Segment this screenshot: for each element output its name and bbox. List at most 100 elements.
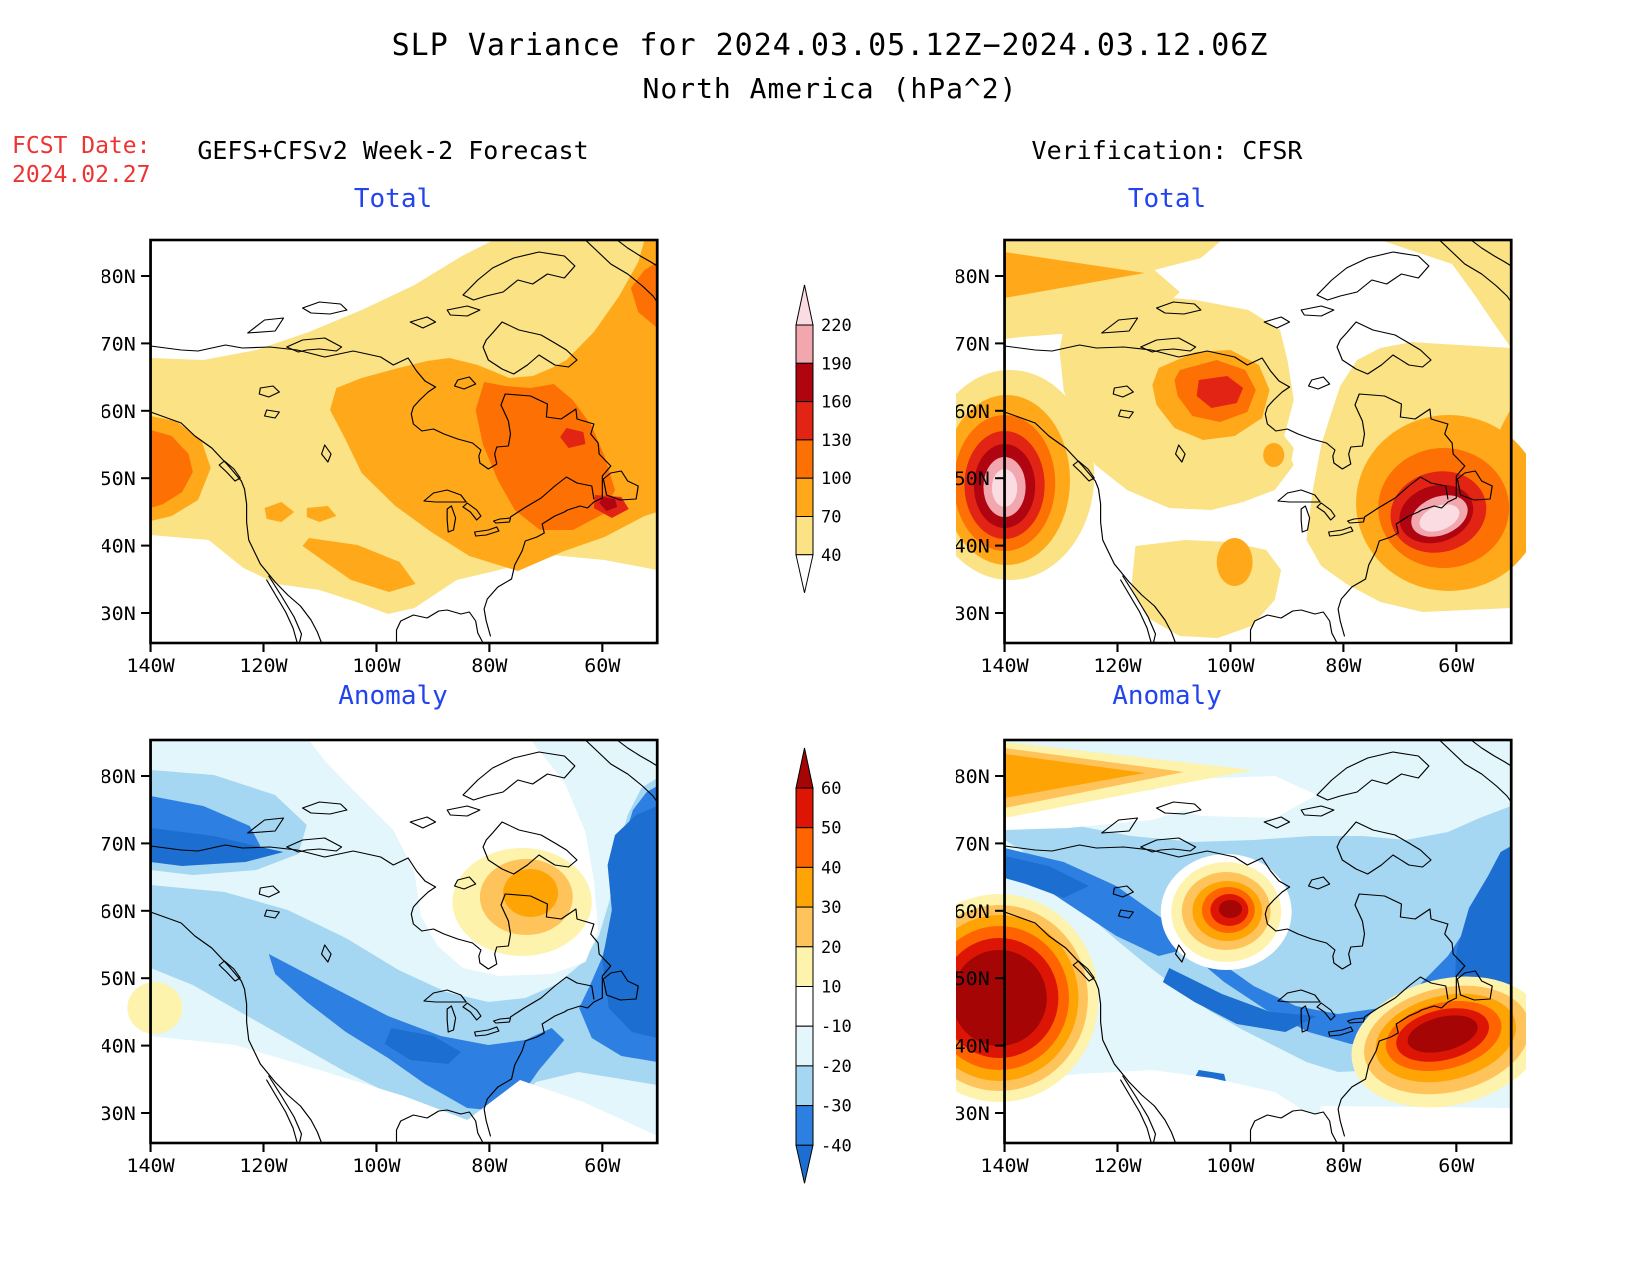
lat-tick-label: 80N xyxy=(956,765,990,787)
lon-tick-label: 120W xyxy=(239,654,288,676)
lat-tick-label: 50N xyxy=(102,468,136,490)
map-frame xyxy=(149,738,659,1145)
contour-warm-layer xyxy=(127,848,592,1034)
forecast-date-value: 2024.02.27 xyxy=(12,162,151,188)
forecast-date-block: FCST Date: 2024.02.27 xyxy=(12,132,150,190)
lat-tick-label: 80N xyxy=(102,765,136,787)
lon-tick-label: 80W xyxy=(1325,654,1361,676)
colorbar-level-label: 10 xyxy=(821,978,841,998)
lon-tick-label: 80W xyxy=(471,1154,507,1176)
panel-title-fcst-anomaly: Anomaly xyxy=(338,681,448,711)
lat-tick-label: 70N xyxy=(102,833,136,855)
lat-tick-label: 40N xyxy=(956,1035,990,1057)
lat-tick-label: 30N xyxy=(956,602,990,624)
lat-tick-label: 70N xyxy=(956,833,990,855)
axis-layer: 80N 70N 60N 50N 40N 30N 140W 120W 100W 80W 60W xyxy=(956,265,1475,676)
axis-layer: 80N 70N 60N 50N 40N 30N 140W 120W 100W 80W 60W xyxy=(102,765,621,1176)
panel-title-cfsr-anomaly: Anomaly xyxy=(1112,681,1222,711)
colorbar-band xyxy=(795,477,814,517)
chart-title: SLP Variance for 2024.03.05.12Z−2024.03.… xyxy=(391,28,1269,63)
lon-tick-label: 140W xyxy=(126,1154,175,1176)
colorbar-band xyxy=(795,1105,814,1146)
lat-tick-label: 60N xyxy=(956,400,990,422)
map-fcst-total: 80N 70N 60N 50N 40N 30N 140W 120W 100W 80W 60W xyxy=(102,238,659,676)
forecast-date-label: FCST Date: xyxy=(12,133,151,159)
lon-tick-label: 60W xyxy=(584,1154,620,1176)
colorbar-level-label: -30 xyxy=(821,1097,852,1117)
colorbar-band xyxy=(795,827,814,868)
lon-tick-label: 120W xyxy=(1093,654,1142,676)
colorbar-band xyxy=(795,1065,814,1107)
lat-tick-label: 70N xyxy=(956,333,990,355)
lat-tick-label: 40N xyxy=(956,535,990,557)
map-panel-fcst-total: 80N 70N 60N 50N 40N 30N 140W 120W 100W 80W 60W xyxy=(102,232,672,676)
colorbar-level-label: 130 xyxy=(821,431,852,451)
lat-tick-label: 60N xyxy=(102,400,136,422)
colorbar-band xyxy=(795,401,814,441)
colorbar-above-max-arrow xyxy=(795,747,814,789)
lat-tick-label: 30N xyxy=(102,1102,136,1124)
coastline-layer xyxy=(149,239,658,644)
colorbar-band xyxy=(795,906,814,948)
colorbar-level-label: 160 xyxy=(821,393,852,413)
colorbar-level-label: 20 xyxy=(821,938,841,958)
colorbar-level-label: 30 xyxy=(821,898,841,918)
colorbar-level-label: 100 xyxy=(821,469,852,489)
map-cfsr-anomaly: 80N 70N 60N 50N 40N 30N 140W 120W 100W 80W 60W xyxy=(956,738,1526,1176)
lat-tick-label: 40N xyxy=(102,1035,136,1057)
colorbar-level-label: 40 xyxy=(821,858,841,878)
lon-tick-label: 140W xyxy=(126,654,175,676)
map-cfsr-total: 80N 70N 60N 50N 40N 30N 140W 120W 100W 80W 60W xyxy=(956,238,1526,676)
lon-tick-label: 120W xyxy=(1093,1154,1142,1176)
colorbar-band xyxy=(795,946,814,988)
lat-tick-label: 30N xyxy=(956,1102,990,1124)
colorbar-level-label: -10 xyxy=(821,1017,852,1037)
lat-tick-label: 50N xyxy=(956,468,990,490)
colorbar-anomaly: 60 50 40 30 20 10 -10 -20 -30 -40 xyxy=(795,747,852,1184)
colorbar-level-label: 60 xyxy=(821,779,841,799)
colorbar-level-label: 70 xyxy=(821,508,841,528)
colorbar-band xyxy=(795,362,814,403)
lon-tick-label: 60W xyxy=(1438,1154,1474,1176)
colorbar-band xyxy=(795,986,814,1027)
colorbar-below-min-arrow xyxy=(795,1144,814,1184)
lat-tick-label: 50N xyxy=(956,968,990,990)
colorbar-band xyxy=(795,516,814,556)
map-fcst-anomaly: 80N 70N 60N 50N 40N 30N 140W 120W 100W 80W 60W xyxy=(102,738,659,1176)
colorbar-level-label: -40 xyxy=(821,1136,852,1156)
lon-tick-label: 120W xyxy=(239,1154,288,1176)
lon-tick-label: 100W xyxy=(352,1154,401,1176)
colorbar-level-label: 40 xyxy=(821,546,841,566)
contour-fill-layer xyxy=(150,240,658,614)
lat-tick-label: 30N xyxy=(102,602,136,624)
lon-tick-label: 100W xyxy=(1206,1154,1255,1176)
lat-tick-label: 80N xyxy=(102,265,136,287)
verification-column-header: Verification: CFSR xyxy=(1031,136,1303,165)
axis-layer: 80N 70N 60N 50N 40N 30N 140W 120W 100W 80W 60W xyxy=(956,765,1475,1176)
colorbar-total: 220 190 160 130 100 70 40 xyxy=(795,284,852,593)
colorbar-level-label: 220 xyxy=(821,316,852,336)
lon-tick-label: 60W xyxy=(584,654,620,676)
colorbar-above-max-arrow xyxy=(795,284,814,326)
map-frame xyxy=(149,238,659,645)
lat-tick-label: 50N xyxy=(102,968,136,990)
axis-layer: 80N 70N 60N 50N 40N 30N 140W 120W 100W 80W 60W xyxy=(102,265,621,676)
colorbar-level-label: 190 xyxy=(821,354,852,374)
lon-tick-label: 100W xyxy=(352,654,401,676)
lon-tick-label: 100W xyxy=(1206,654,1255,676)
colorbar-level-label: -20 xyxy=(821,1057,852,1077)
forecast-column-header: GEFS+CFSv2 Week-2 Forecast xyxy=(197,136,589,165)
colorbar-below-min-arrow xyxy=(795,554,814,593)
panel-title-cfsr-total: Total xyxy=(1127,184,1207,214)
chart-subtitle: North America (hPa^2) xyxy=(642,72,1018,105)
lat-tick-label: 60N xyxy=(102,900,136,922)
colorbar-band xyxy=(795,1025,814,1067)
colorbar-band xyxy=(795,439,814,479)
coastline-layer xyxy=(1003,239,1512,644)
lon-tick-label: 140W xyxy=(980,1154,1029,1176)
coastline-layer xyxy=(149,739,658,1144)
colorbar-band xyxy=(795,324,814,364)
lat-tick-label: 80N xyxy=(956,265,990,287)
contour-fill-layer xyxy=(956,240,1526,638)
